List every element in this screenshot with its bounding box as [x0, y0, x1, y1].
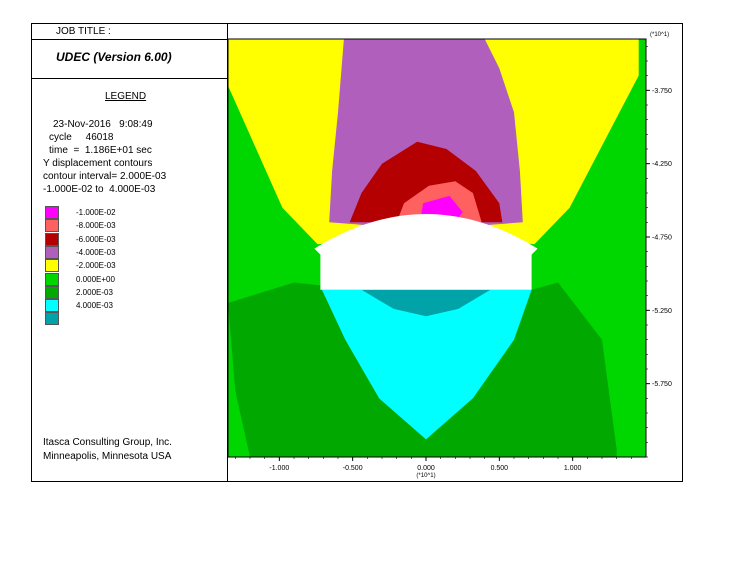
legend-label: -4.000E-03 — [76, 247, 116, 257]
y-tick-label: -3.750 — [652, 88, 672, 95]
legend-swatch — [45, 245, 59, 259]
x-tick-label: 0.000 — [417, 465, 435, 472]
plot-frame — [31, 23, 683, 482]
company-name: Itasca Consulting Group, Inc. — [43, 437, 172, 448]
contour-region-cyan — [321, 289, 532, 440]
legend-label: 0.000E+00 — [76, 274, 115, 284]
x-tick-label: -1.000 — [269, 465, 289, 472]
excavation-opening — [314, 214, 538, 290]
legend-swatch — [45, 259, 59, 273]
legend-swatch — [45, 232, 59, 246]
y-tick-label: -4.750 — [652, 235, 672, 242]
job-title: JOB TITLE : — [56, 26, 111, 37]
solve-time: time = 1.186E+01 sec — [49, 145, 152, 156]
legend-label: -8.000E-03 — [76, 221, 116, 231]
legend-label: -6.000E-03 — [76, 234, 116, 244]
legend-label: -1.000E-02 — [76, 208, 116, 217]
legend-label: -2.000E-03 — [76, 261, 116, 271]
plot-border — [227, 38, 647, 458]
cycle-count: cycle 46018 — [49, 132, 114, 143]
plot-type: Y displacement contours — [43, 158, 153, 169]
contour-interval: contour interval= 2.000E-03 — [43, 171, 167, 182]
divider — [31, 39, 228, 40]
divider — [31, 78, 228, 79]
company-location: Minneapolis, Minnesota USA — [43, 451, 172, 462]
x-tick-label: 1.000 — [564, 465, 582, 472]
legend-swatch — [45, 312, 59, 326]
contour-range: -1.000E-02 to 4.000E-03 — [43, 184, 156, 195]
y-tick-label: -5.250 — [652, 308, 672, 315]
legend-label: 2.000E-03 — [76, 287, 113, 297]
x-tick-label: 0.500 — [491, 465, 509, 472]
legend-swatch — [45, 299, 59, 313]
program-title: UDEC (Version 6.00) — [56, 50, 172, 64]
legend-label: 4.000E-03 — [76, 301, 113, 311]
y-tick-label: -4.250 — [652, 161, 672, 168]
y-scale-label: (*10^1) — [650, 32, 669, 38]
legend-title: LEGEND — [105, 91, 147, 102]
legend-swatch — [45, 285, 59, 299]
legend-swatch — [45, 206, 59, 219]
legend-swatch — [45, 272, 59, 286]
legend-swatch — [45, 219, 59, 233]
contour-region-teal — [361, 289, 491, 317]
x-tick-label: -0.500 — [343, 465, 363, 472]
x-scale-label: (*10^1) — [416, 473, 435, 479]
contour-fill-group — [228, 39, 646, 457]
date-time: 23-Nov-2016 9:08:49 — [53, 119, 153, 130]
y-tick-label: -5.750 — [652, 381, 672, 388]
